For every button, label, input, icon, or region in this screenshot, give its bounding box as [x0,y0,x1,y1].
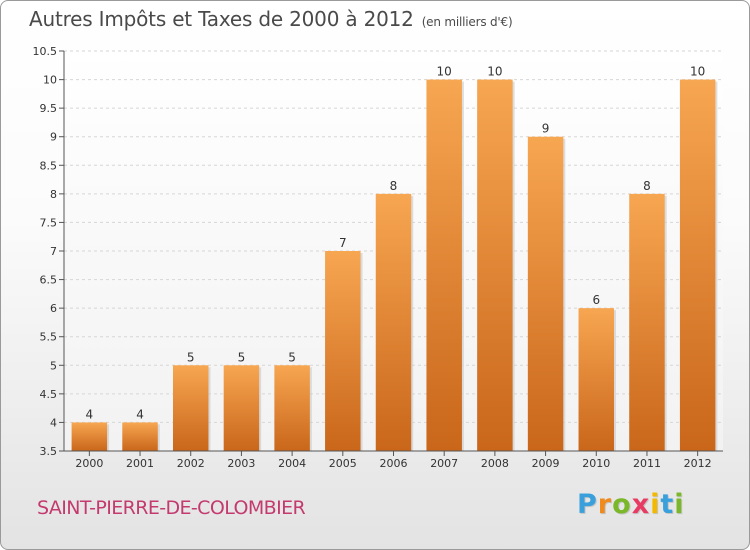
title-text: Autres Impôts et Taxes de 2000 à 2012 [29,7,414,31]
y-tick-label: 10 [43,74,57,87]
bar-value-label: 5 [288,350,296,364]
bar-value-label: 4 [136,407,144,421]
y-tick-label: 4.5 [40,388,58,401]
y-tick-label: 9 [50,131,57,144]
bar [375,193,412,451]
x-tick-label: 2006 [380,457,408,470]
town-name: SAINT-PIERRE-DE-COLOMBIER [37,497,306,519]
y-tick-label: 8.5 [40,159,58,172]
y-tick-label: 5.5 [40,331,58,344]
bar-value-label: 10 [690,65,705,79]
x-tick-label: 2005 [329,457,357,470]
bar [679,79,716,452]
x-tick-label: 2001 [126,457,154,470]
logo-letter: i [650,489,661,520]
y-tick-label: 7.5 [40,216,58,229]
bar [172,365,209,451]
y-tick-label: 6 [50,302,57,315]
bar-value-label: 5 [187,350,195,364]
bar [426,79,462,452]
title-unit: (en milliers d'€) [421,15,513,29]
x-tick-label: 2011 [633,457,661,470]
y-tick-label: 10.5 [33,45,58,58]
logo-letter: x [631,489,651,520]
y-axis: 3.5 4 4.5 5 5.5 6 6.5 7 7.5 8 8.5 9 9.5 10 10.5 [33,45,65,458]
bar [477,79,513,452]
bar [71,422,108,451]
bar-value-label: 10 [487,65,502,79]
bar [578,308,615,451]
logo-letter: r [597,489,613,520]
bar [527,136,564,451]
y-tick-label: 8 [50,188,57,201]
bar-value-label: 8 [390,179,398,193]
y-tick-label: 7 [50,245,57,258]
bar [325,251,361,451]
y-tick-label: 3.5 [40,445,58,458]
bar [274,365,310,451]
bar-value-label: 7 [339,236,347,250]
logo-letter: P [577,489,598,520]
logo-letter: o [612,489,632,520]
x-tick-label: 2012 [684,457,712,470]
bar-value-label: 8 [643,179,651,193]
x-tick-label: 2004 [278,457,306,470]
bar-value-label: 4 [86,407,94,421]
proxiti-logo: Proxiti [577,489,685,520]
logo-letter: i [674,489,685,520]
y-tick-label: 4 [50,416,57,429]
bars: 4 4 5 5 5 7 8 10 10 9 6 8 10 [71,65,718,452]
x-tick-label: 2010 [582,457,610,470]
bar-value-label: 10 [437,65,452,79]
bar [223,365,260,451]
logo-letter: t [660,489,675,520]
x-tick-label: 2003 [227,457,255,470]
y-tick-label: 9.5 [40,102,58,115]
x-tick-label: 2009 [532,457,560,470]
x-tick-label: 2007 [430,457,458,470]
bar [629,193,665,451]
bar-value-label: 5 [238,350,246,364]
x-axis: 2000 2001 2002 2003 2004 2005 2006 2007 2008 2009… [64,450,723,470]
bar-value-label: 6 [592,293,600,307]
chart-title: Autres Impôts et Taxes de 2000 à 2012 (en… [29,7,513,31]
x-tick-label: 2000 [75,457,103,470]
bar-value-label: 9 [542,122,550,136]
x-tick-label: 2008 [481,457,509,470]
y-tick-label: 6.5 [40,274,58,287]
x-tick-label: 2002 [177,457,205,470]
bar [122,422,158,451]
y-tick-label: 5 [50,359,57,372]
